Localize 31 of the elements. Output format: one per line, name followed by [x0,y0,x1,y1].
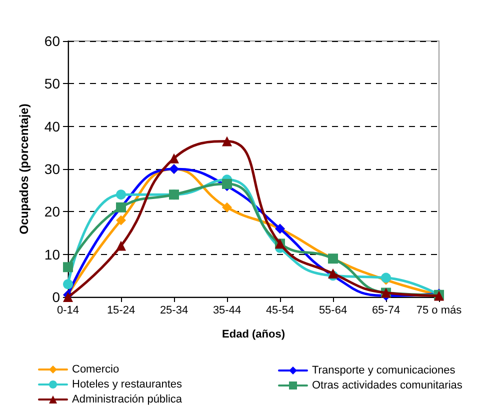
x-axis-title: Edad (años) [222,328,286,340]
point [116,215,126,226]
legend-label: Transporte y comunicaciones [312,364,456,376]
point [222,136,232,146]
point [63,279,73,290]
y-tick-label: 0 [52,289,60,305]
legend-label: Comercio [72,364,120,376]
x-tick-label: 35-44 [212,304,242,316]
x-tick-label: 75 o más [416,304,462,316]
point [116,240,126,251]
point [116,190,126,200]
x-tick-label: 55-64 [318,304,348,316]
point [222,202,232,212]
y-tick-label: 10 [44,246,60,262]
point [169,153,179,164]
legend-label: Hoteles y restaurantes [72,378,183,390]
y-tick-label: 60 [44,33,60,49]
legend-label: Administración pública [72,394,183,406]
y-axis-title: Ocupados (porcentaje) [17,104,31,234]
legend-label: Otras actividades comunitarias [312,380,463,392]
point [222,178,232,189]
x-tick-label: 25-34 [160,304,188,316]
x-tick-label: 65-74 [372,304,400,316]
y-tick-label: 30 [44,161,60,177]
x-tick-label: 15-24 [106,304,136,316]
y-tick-label: 40 [44,118,60,134]
x-tick-label: 0-14 [56,304,80,316]
point [63,262,73,272]
x-tick-label: 45-54 [266,304,294,316]
y-tick-label: 50 [44,76,60,92]
y-tick-label: 20 [44,204,60,220]
